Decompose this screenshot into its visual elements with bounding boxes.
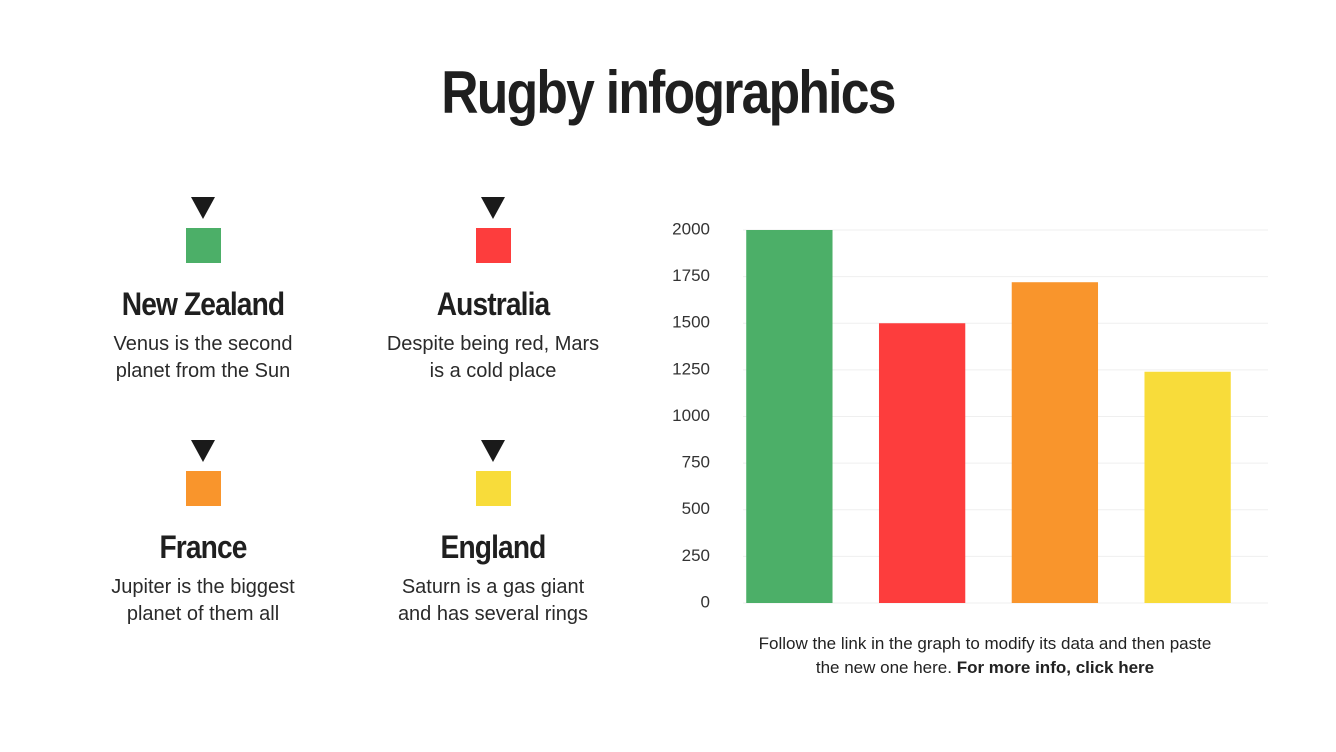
team-description: Venus is the second planet from the Sun — [113, 333, 293, 382]
bar — [1144, 371, 1231, 603]
team-name: France — [159, 529, 247, 565]
pointer-triangle — [191, 440, 215, 462]
y-tick-label: 2000 — [672, 219, 710, 238]
y-tick-label: 1250 — [672, 359, 710, 378]
team-card: England Saturn is a gas giant and has sev… — [363, 440, 623, 628]
team-card: New Zealand Venus is the second planet fr… — [73, 197, 333, 385]
y-tick-label: 0 — [701, 592, 710, 611]
title: Rugby infographics — [441, 59, 896, 126]
team-name: New Zealand — [121, 286, 285, 322]
team-name: England — [440, 529, 547, 565]
pointer-triangle — [191, 197, 215, 219]
y-tick-label: 250 — [682, 546, 710, 565]
y-tick-label: 500 — [682, 499, 710, 518]
team-description: Jupiter is the biggest planet of them al… — [111, 576, 295, 625]
pointer-triangle — [481, 197, 505, 219]
team-color-swatch — [475, 471, 511, 506]
team-color-swatch — [475, 228, 511, 263]
team-color-swatch — [185, 471, 221, 506]
info-link[interactable]: For more info, click here — [956, 658, 1155, 677]
y-tick-label: 750 — [682, 453, 710, 472]
team-description: Saturn is a gas giant and has several ri… — [397, 576, 589, 625]
y-tick-label: 1000 — [672, 406, 710, 425]
footer-text: Follow the link in the graph to modify i… — [758, 634, 1212, 677]
team-name: Australia — [436, 286, 550, 322]
bar — [1011, 282, 1099, 603]
pointer-triangle — [481, 440, 505, 462]
team-description: Despite being red, Mars is a cold place — [386, 333, 600, 382]
bar — [746, 230, 833, 603]
team-color-swatch — [185, 228, 221, 263]
y-tick-label: 1500 — [672, 313, 710, 332]
team-card: France Jupiter is the biggest planet of t… — [73, 440, 333, 628]
bar — [878, 323, 966, 603]
footer: Follow the link in the graph to modify i… — [745, 632, 1225, 680]
team-card: Australia Despite being red, Mars is a co… — [363, 197, 623, 385]
y-tick-label: 1750 — [672, 266, 710, 285]
